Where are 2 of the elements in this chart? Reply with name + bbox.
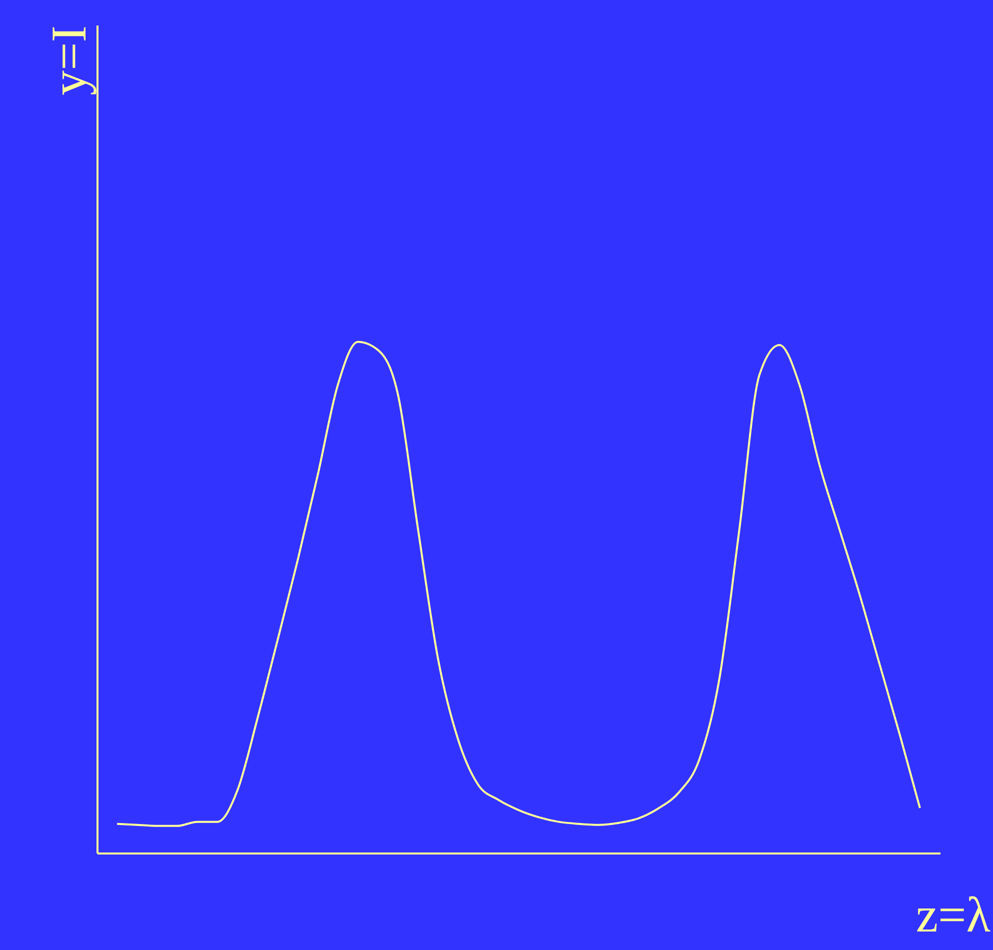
x-axis-title: z=λ xyxy=(916,886,990,942)
y-axis-title: y=I xyxy=(40,26,96,96)
